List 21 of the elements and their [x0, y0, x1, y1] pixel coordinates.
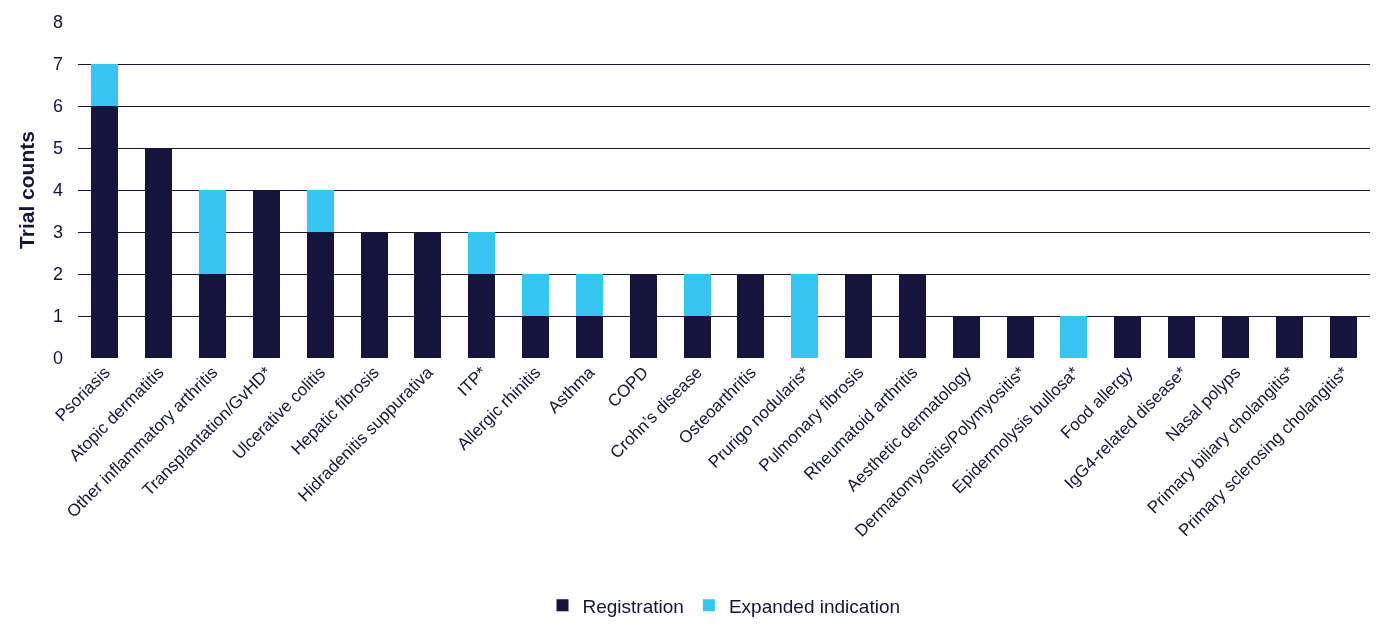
- y-tick-label: 3: [52, 222, 63, 243]
- legend-label: Expanded indication: [728, 595, 901, 617]
- bar: [575, 274, 603, 316]
- bar: [468, 232, 496, 274]
- bar: [791, 274, 819, 358]
- bar: [1060, 316, 1088, 358]
- y-tick-label: 7: [52, 54, 63, 75]
- y-tick-label: 8: [52, 12, 63, 33]
- bar: [683, 274, 711, 316]
- y-tick-label: 4: [52, 180, 63, 201]
- bar: [91, 64, 119, 106]
- y-tick-label: 1: [52, 306, 63, 327]
- y-axis-title: Trial counts: [15, 131, 39, 249]
- y-tick-label: 2: [52, 264, 63, 285]
- bar: [522, 274, 550, 316]
- y-tick-label: 0: [52, 348, 63, 369]
- legend-label: Registration: [582, 595, 684, 617]
- bar: [199, 190, 227, 274]
- bar: [306, 190, 334, 232]
- y-tick-label: 5: [52, 138, 63, 159]
- y-tick-label: 6: [52, 96, 63, 117]
